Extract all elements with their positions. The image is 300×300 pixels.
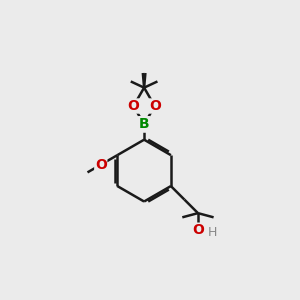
Text: O: O [128, 99, 140, 113]
Text: O: O [192, 223, 204, 237]
Text: B: B [139, 117, 149, 131]
Text: H: H [207, 226, 217, 239]
Text: O: O [149, 99, 161, 113]
Text: O: O [95, 158, 107, 172]
